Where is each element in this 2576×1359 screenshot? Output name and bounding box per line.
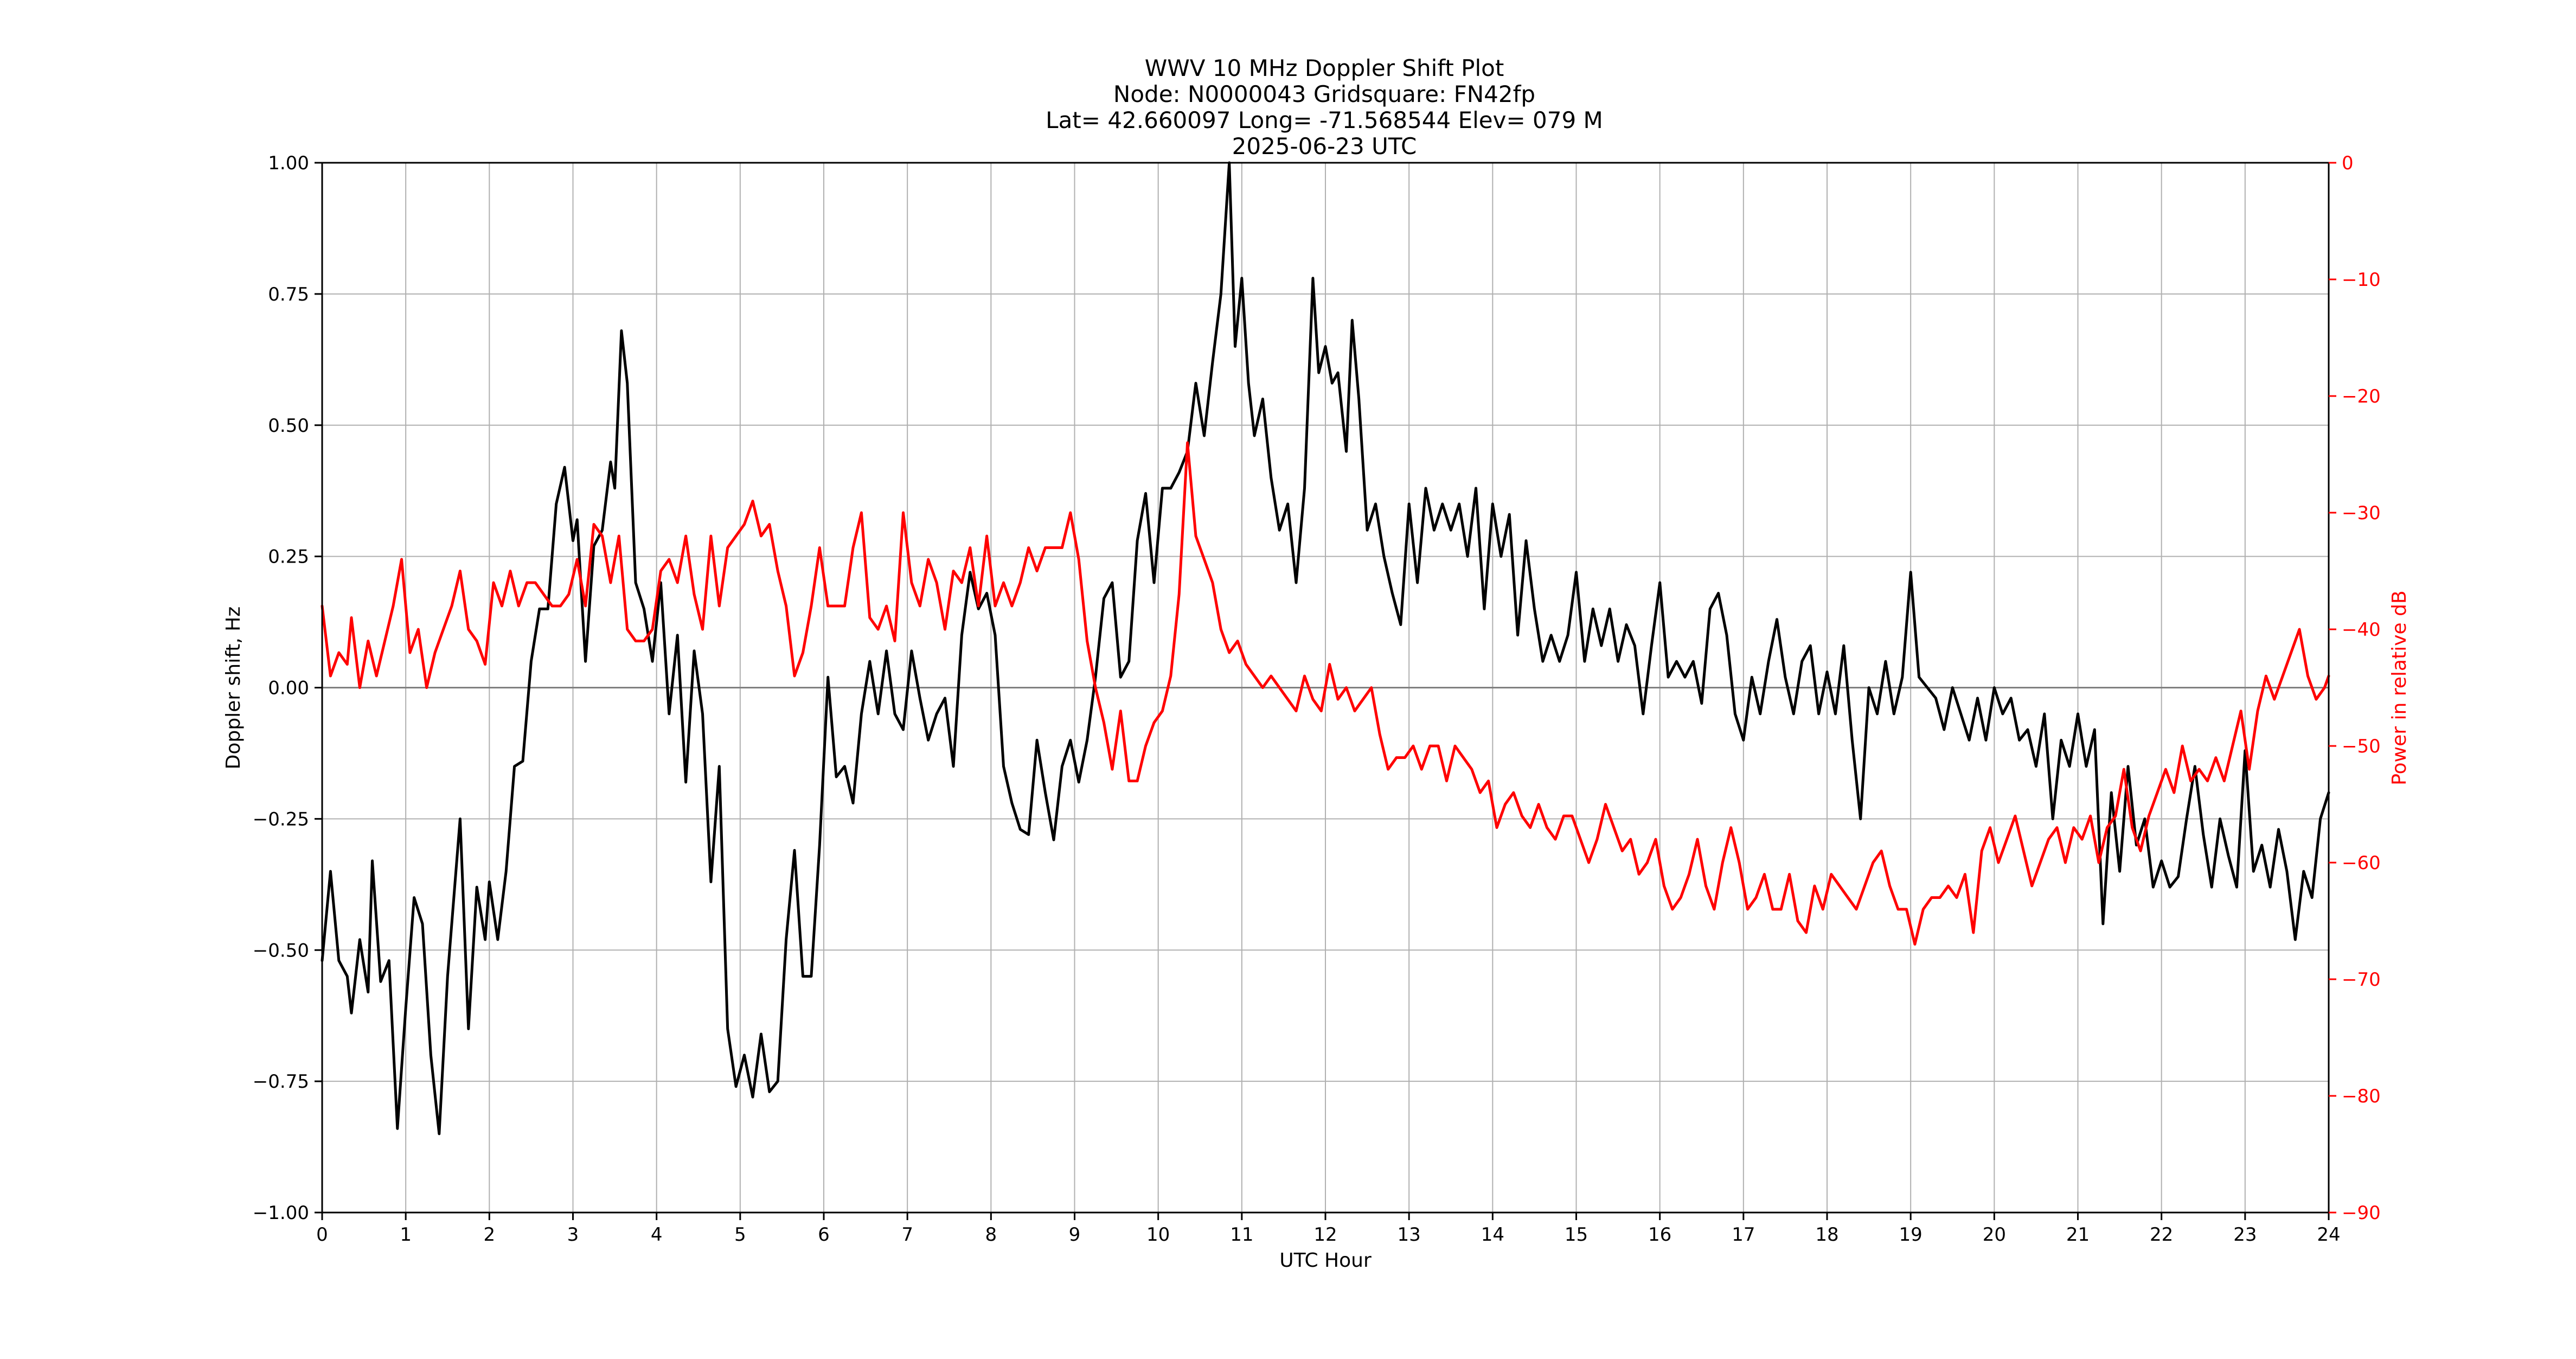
y-left-tick-label-0: −1.00 (253, 1202, 309, 1224)
y-right-tick-label-3: −30 (2342, 502, 2381, 524)
x-tick-label-15: 15 (1565, 1224, 1588, 1246)
x-tick-label-12: 12 (1313, 1224, 1337, 1246)
x-tick-label-19: 19 (1899, 1224, 1923, 1246)
x-tick-label-9: 9 (1069, 1224, 1081, 1246)
y-right-tick-label-2: −20 (2342, 386, 2381, 407)
x-tick-label-23: 23 (2233, 1224, 2257, 1246)
x-tick-label-11: 11 (1230, 1224, 1253, 1246)
y-left-tick-label-6: 0.50 (268, 415, 309, 437)
y-right-tick-label-6: −60 (2342, 852, 2381, 874)
title-line-1: WWV 10 MHz Doppler Shift Plot (1145, 55, 1504, 81)
x-tick-label-3: 3 (567, 1224, 579, 1246)
x-tick-label-18: 18 (1815, 1224, 1838, 1246)
x-tick-label-6: 6 (818, 1224, 830, 1246)
x-tick-label-20: 20 (1983, 1224, 2006, 1246)
y-left-tick-label-7: 0.75 (268, 284, 309, 305)
ticks: 0 1 2 3 4 5 6 7 8 9 10 11 12 13 14 15 16 17 18 19 20 21 22 23 24… (253, 152, 2381, 1246)
y-left-tick-label-5: 0.25 (268, 546, 309, 568)
y-right-tick-label-8: −80 (2342, 1086, 2381, 1107)
y-axis-label-left: Doppler shift, Hz (222, 607, 245, 769)
y-left-tick-label-2: −0.50 (253, 940, 309, 961)
doppler-series-line (321, 161, 2330, 1135)
x-tick-label-14: 14 (1481, 1224, 1504, 1246)
y-left-tick-label-8: 1.00 (268, 152, 309, 174)
x-tick-label-10: 10 (1146, 1224, 1170, 1246)
x-tick-label-8: 8 (985, 1224, 997, 1246)
power-series-line (321, 441, 2330, 946)
x-tick-label-0: 0 (316, 1224, 328, 1246)
x-tick-label-2: 2 (484, 1224, 496, 1246)
x-tick-label-17: 17 (1732, 1224, 1755, 1246)
x-tick-label-13: 13 (1398, 1224, 1421, 1246)
x-tick-label-16: 16 (1648, 1224, 1671, 1246)
y-right-tick-label-5: −50 (2342, 736, 2381, 757)
x-tick-label-22: 22 (2150, 1224, 2173, 1246)
x-axis-label: UTC Hour (1279, 1249, 1372, 1272)
title-line-2: Node: N0000043 Gridsquare: FN42fp (1113, 81, 1535, 107)
title-line-4: 2025-06-23 UTC (1232, 133, 1417, 159)
x-tick-label-7: 7 (901, 1224, 913, 1246)
y-axis-label-right: Power in relative dB (2388, 590, 2411, 785)
x-tick-label-5: 5 (734, 1224, 746, 1246)
y-right-tick-label-4: −40 (2342, 619, 2381, 641)
y-right-tick-label-1: −10 (2342, 269, 2381, 291)
y-right-tick-label-7: −70 (2342, 969, 2381, 991)
y-left-tick-label-3: −0.25 (253, 808, 309, 830)
x-tick-label-21: 21 (2066, 1224, 2090, 1246)
y-right-tick-label-9: −90 (2342, 1202, 2381, 1224)
y-left-tick-label-4: 0.00 (268, 678, 309, 699)
x-tick-label-1: 1 (400, 1224, 412, 1246)
x-tick-label-4: 4 (651, 1224, 663, 1246)
series-group (321, 161, 2330, 1135)
y-left-tick-label-1: −0.75 (253, 1071, 309, 1093)
title-line-3: Lat= 42.660097 Long= -71.568544 Elev= 07… (1046, 107, 1603, 133)
y-right-tick-label-0: 0 (2342, 152, 2354, 174)
x-tick-label-24: 24 (2317, 1224, 2340, 1246)
chart-title: WWV 10 MHz Doppler Shift Plot Node: N000… (1046, 55, 1603, 159)
